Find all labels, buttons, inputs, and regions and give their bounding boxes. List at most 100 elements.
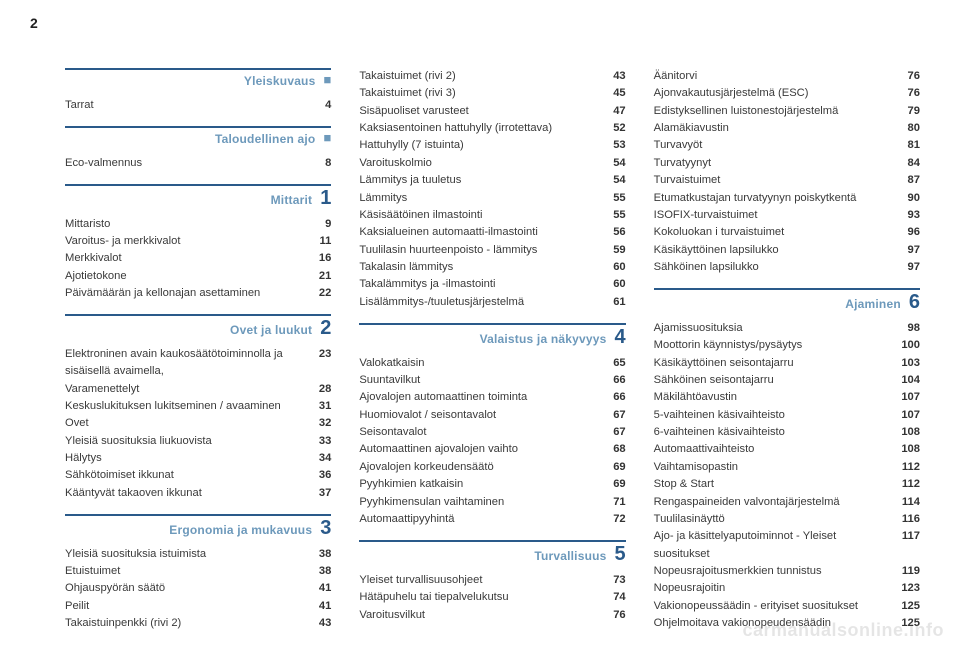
toc-row: Mittaristo9 [65,216,331,233]
toc-entry-label: Ohjauspyörän säätö [65,580,295,597]
toc-entry-label: Moottorin käynnistys/pysäytys [654,337,884,354]
toc-entry-page: 56 [600,224,626,241]
toc-row: Hätäpuhelu tai tiepalvelukutsu74 [359,589,625,606]
toc-entry-page: 116 [894,511,920,528]
toc-entry-label: Ajamissuosituksia [654,320,884,337]
toc-entry-page: 73 [600,572,626,589]
toc-entry-label: Takaistuinpenkki (rivi 2) [65,615,295,632]
toc-entry-label: Kääntyvät takaoven ikkunat [65,485,295,502]
toc-entry-label: Valokatkaisin [359,355,589,372]
toc-column: Äänitorvi76Ajonvakautusjärjestelmä (ESC)… [654,68,920,633]
toc-row: 6-vaihteinen käsivaihteisto108 [654,424,920,441]
toc-entry-label: Käsisäätöinen ilmastointi [359,207,589,224]
toc-entry-page: 123 [894,580,920,597]
toc-row: Rengaspaineiden valvontajärjestelmä114 [654,494,920,511]
toc-entry-page: 55 [600,207,626,224]
section-header: Valaistus ja näkyvyys4 [359,323,625,349]
toc-row: Nopeusrajoitusmerkkien tunnistus119 [654,563,920,580]
toc-row: Lämmitys55 [359,190,625,207]
toc-row: 5-vaihteinen käsivaihteisto107 [654,407,920,424]
toc-entry-page: 108 [894,424,920,441]
toc-entry-label: Sähkötoimiset ikkunat [65,467,295,484]
toc-entry-label: Käsikäyttöinen seisontajarru [654,355,884,372]
toc-row: Varoituskolmio54 [359,155,625,172]
toc-entry-label: Suuntavilkut [359,372,589,389]
toc-entry-label: Yleisiä suosituksia istuimista [65,546,295,563]
toc-entry-page: 117 [894,528,920,545]
toc-row: Elektroninen avain kaukosäätötoiminnolla… [65,346,331,381]
toc-entry-page: 21 [305,268,331,285]
toc-row: Automaattipyyhintä72 [359,511,625,528]
toc-row: Ovet32 [65,415,331,432]
toc-entry-page: 112 [894,476,920,493]
toc-entry-page: 66 [600,372,626,389]
toc-entry-page: 76 [894,85,920,102]
toc-row: Pyyhkimensulan vaihtaminen71 [359,494,625,511]
section-header: Mittarit1 [65,184,331,210]
toc-row: Automaattinen ajovalojen vaihto68 [359,441,625,458]
toc-row: Etumatkustajan turvatyynyn poiskytkentä9… [654,190,920,207]
toc-entry-label: Huomiovalot / seisontavalot [359,407,589,424]
toc-row: Kääntyvät takaoven ikkunat 37 [65,485,331,502]
toc-entry-page: 22 [305,285,331,302]
page: 2 Yleiskuvaus■Tarrat4Taloudellinen ajo■E… [0,0,960,649]
toc-entry-label: Hattuhylly (7 istuinta) [359,137,589,154]
toc-entry-page: 107 [894,389,920,406]
toc-entry-page: 55 [600,190,626,207]
toc-entry-page: 45 [600,85,626,102]
toc-column: Takaistuimet (rivi 2)43Takaistuimet (riv… [359,68,625,633]
section-header: Turvallisuus5 [359,540,625,566]
toc-row: Varamenettelyt28 [65,381,331,398]
toc-entry-page: 81 [894,137,920,154]
toc-entry-page: 67 [600,424,626,441]
section-header: Ajaminen6 [654,288,920,314]
toc-row: Ajo- ja käsittelyaputoiminnot - Yleiset … [654,528,920,563]
toc-entry-label: Lisälämmitys-/tuuletusjärjestelmä [359,294,589,311]
toc-row: Tarrat4 [65,97,331,114]
toc-row: Nopeusrajoitin123 [654,580,920,597]
toc-entry-page: 67 [600,407,626,424]
toc-entry-label: Nopeusrajoitusmerkkien tunnistus [654,563,884,580]
toc-row: Vakionopeussäädin - erityiset suositukse… [654,598,920,615]
section-title: Mittarit [271,191,313,210]
toc-entry-page: 41 [305,580,331,597]
toc-row: Sähköinen lapsilukko97 [654,259,920,276]
toc-entry-label: Keskuslukituksen lukitseminen / avaamine… [65,398,295,415]
section-header: Ergonomia ja mukavuus3 [65,514,331,540]
toc-entry-page: 37 [305,485,331,502]
toc-entry-page: 90 [894,190,920,207]
toc-row: Takaistuimet (rivi 3)45 [359,85,625,102]
toc-entry-label: Alamäkiavustin [654,120,884,137]
toc-row: Yleiset turvallisuusohjeet73 [359,572,625,589]
toc-entry-label: Ajovalojen automaattinen toiminta [359,389,589,406]
toc-entry-label: Varoitusvilkut [359,607,589,624]
toc-entry-page: 43 [600,68,626,85]
toc-entry-page: 31 [305,398,331,415]
toc-entry-label: Ajotietokone [65,268,295,285]
toc-entry-page: 36 [305,467,331,484]
toc-row: Ajovalojen korkeudensäätö69 [359,459,625,476]
toc-entry-page: 100 [894,337,920,354]
toc-entry-label: Sisäpuoliset varusteet [359,103,589,120]
toc-entry-label: Sähköinen seisontajarru [654,372,884,389]
toc-row: Takalasin lämmitys60 [359,259,625,276]
toc-entry-label: Mäkilähtöavustin [654,389,884,406]
toc-entry-page: 60 [600,276,626,293]
toc-row: Äänitorvi76 [654,68,920,85]
toc-entry-label: Tarrat [65,97,295,114]
watermark: carmanualsonline.info [742,620,944,641]
toc-row: Suuntavilkut 66 [359,372,625,389]
toc-row: Seisontavalot 67 [359,424,625,441]
toc-row: Päivämäärän ja kellonajan asettaminen22 [65,285,331,302]
toc-entry-page: 97 [894,259,920,276]
toc-entry-page: 65 [600,355,626,372]
toc-entry-label: Varoituskolmio [359,155,589,172]
toc-row: Stop & Start112 [654,476,920,493]
toc-entry-label: Seisontavalot [359,424,589,441]
toc-row: Valokatkaisin 65 [359,355,625,372]
toc-row: Keskuslukituksen lukitseminen / avaamine… [65,398,331,415]
toc-entry-page: 96 [894,224,920,241]
toc-entry-page: 72 [600,511,626,528]
toc-entry-page: 38 [305,546,331,563]
toc-entry-page: 54 [600,172,626,189]
